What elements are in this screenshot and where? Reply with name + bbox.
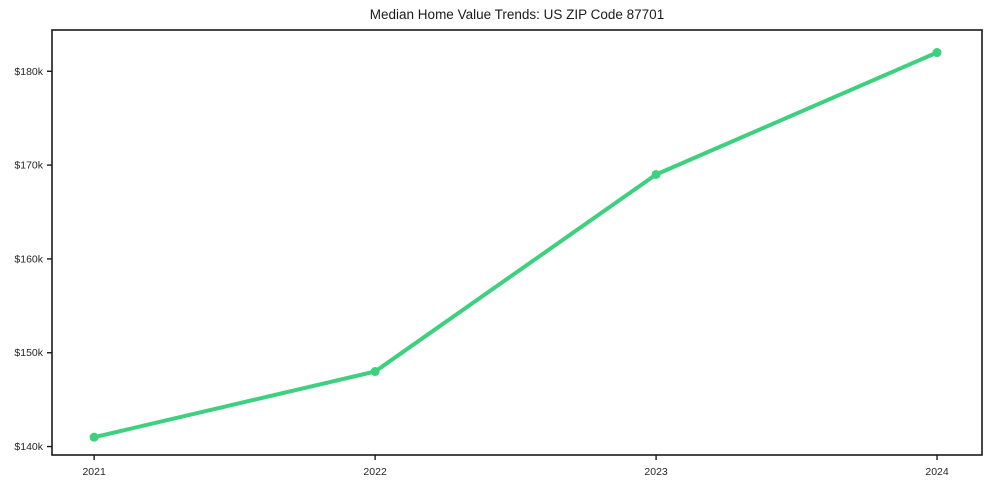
y-tick-label: $150k — [14, 347, 43, 359]
data-point — [370, 367, 380, 377]
y-tick-label: $170k — [14, 160, 43, 172]
y-tick-label: $140k — [14, 441, 43, 453]
x-tick-label: 2024 — [925, 466, 949, 478]
y-tick-label: $180k — [14, 66, 43, 78]
x-tick-label: 2023 — [644, 466, 668, 478]
x-tick-label: 2021 — [82, 466, 106, 478]
data-point — [932, 48, 942, 58]
data-point — [89, 432, 99, 442]
x-tick-label: 2022 — [363, 466, 387, 478]
trend-line — [92, 50, 940, 440]
data-point — [651, 169, 661, 179]
y-tick-label: $160k — [14, 253, 43, 265]
chart-title: Median Home Value Trends: US ZIP Code 87… — [369, 7, 665, 22]
